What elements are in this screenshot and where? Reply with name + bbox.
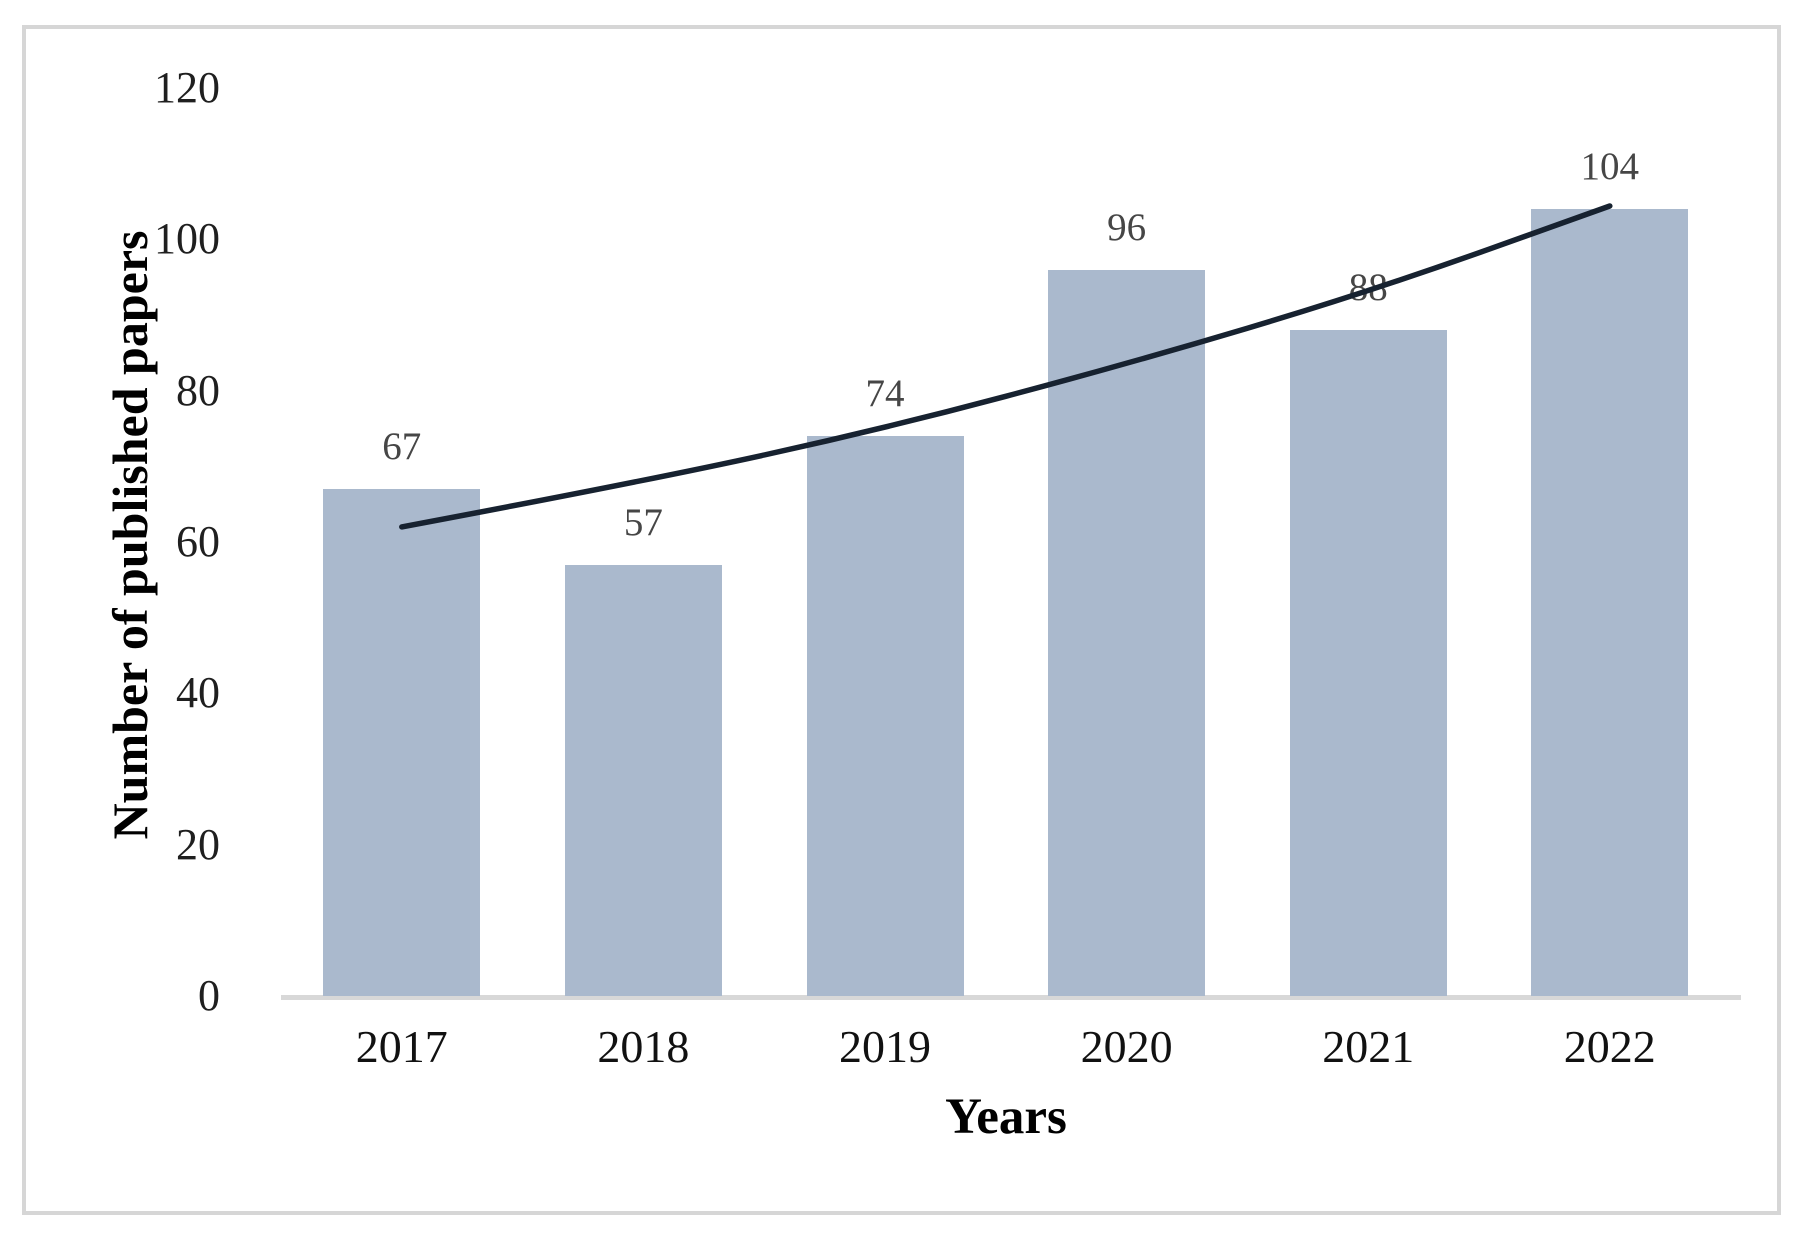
x-tick-label: 2020 bbox=[1080, 1021, 1173, 1072]
bar-value-label: 104 bbox=[1580, 145, 1640, 189]
x-axis-line bbox=[281, 995, 1741, 1000]
bar-2019 bbox=[806, 436, 964, 996]
y-tick-label: 60 bbox=[176, 517, 220, 566]
y-tick-label: 80 bbox=[176, 365, 220, 415]
x-tick-label: 2018 bbox=[597, 1021, 690, 1072]
x-tick-label: 2022 bbox=[1563, 1021, 1656, 1072]
bar-2021 bbox=[1289, 330, 1447, 996]
bar-2018 bbox=[564, 564, 722, 996]
x-tick-label: 2019 bbox=[839, 1021, 931, 1072]
x-tick-label: 2017 bbox=[355, 1021, 448, 1072]
y-tick-label: 120 bbox=[154, 63, 220, 112]
bar-2022 bbox=[1531, 209, 1689, 996]
bar-value-label: 96 bbox=[1107, 205, 1147, 249]
y-tick-label: 0 bbox=[198, 971, 220, 1020]
x-tick-label: 2021 bbox=[1322, 1021, 1415, 1072]
bar-2020 bbox=[1048, 269, 1206, 996]
bar-value-label: 88 bbox=[1348, 266, 1388, 310]
y-tick-label: 100 bbox=[154, 214, 220, 264]
bar-value-label: 67 bbox=[382, 425, 422, 469]
bar-2017 bbox=[323, 489, 481, 996]
y-tick-label: 40 bbox=[176, 668, 220, 718]
y-tick-label: 20 bbox=[176, 819, 220, 869]
x-axis-title: Years bbox=[945, 1089, 1067, 1145]
bar-value-label: 57 bbox=[623, 500, 663, 544]
bar-value-label: 74 bbox=[865, 372, 905, 416]
